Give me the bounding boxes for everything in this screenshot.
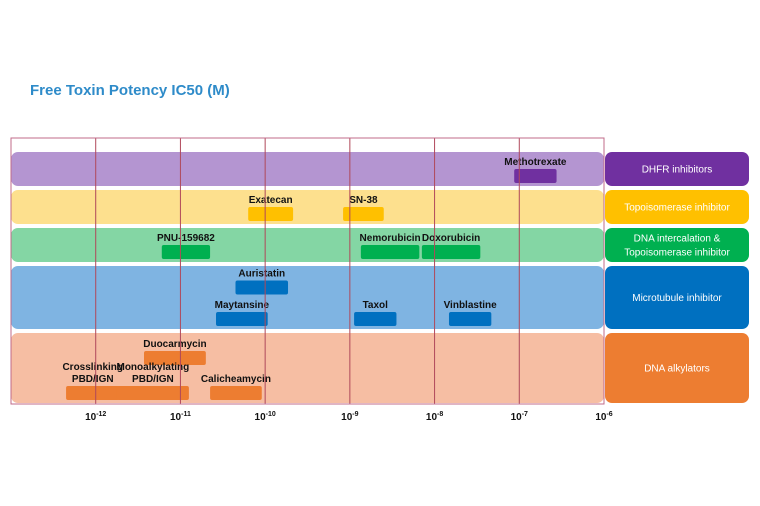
toxin-range-bar: [66, 386, 120, 400]
toxin-label: Crosslinking: [62, 362, 123, 373]
toxin-label: Maytansine: [215, 300, 270, 311]
category-label: DNA intercalation &: [634, 234, 721, 245]
toxin-label: PBD/IGN: [72, 374, 114, 385]
toxin-label: Vinblastine: [444, 300, 498, 311]
toxin-label: Auristatin: [238, 269, 285, 280]
toxin-label: Doxorubicin: [422, 233, 480, 244]
toxin-label: Methotrexate: [504, 157, 567, 168]
category-label-box: [605, 333, 749, 403]
x-tick-label: 10-10: [255, 411, 276, 423]
toxin-label: Calicheamycin: [201, 374, 271, 385]
toxin-label: Duocarmycin: [143, 339, 206, 350]
category-band: [11, 190, 604, 224]
x-tick-label: 10-12: [85, 411, 106, 423]
toxin-range-bar: [144, 351, 206, 365]
category-band: [11, 152, 604, 186]
chart-title: Free Toxin Potency IC50 (M): [30, 82, 230, 99]
toxin-range-bar: [354, 312, 397, 326]
toxin-label: SN-38: [349, 195, 378, 206]
toxin-range-bar: [161, 245, 211, 259]
toxin-label: Taxol: [363, 300, 389, 311]
toxin-range-bar: [210, 386, 262, 400]
category-band: [11, 228, 604, 262]
toxin-range-bar: [116, 386, 189, 400]
toxin-range-bar: [421, 245, 481, 259]
toxin-range-bar: [216, 312, 268, 326]
toxin-range-bar: [360, 245, 420, 259]
toxin-range-bar: [343, 207, 384, 221]
toxin-range-bar: [448, 312, 492, 326]
category-label-box: [605, 190, 749, 224]
toxin-range-bar: [235, 280, 289, 295]
toxin-label: PBD/IGN: [132, 374, 174, 385]
category-label-box: [605, 266, 749, 329]
toxin-range-bar: [248, 207, 294, 221]
toxin-range-bar: [514, 169, 557, 183]
category-label-box: [605, 228, 749, 262]
category-label-box: [605, 152, 749, 186]
category-label: Topoisomerase inhibitor: [624, 248, 730, 259]
x-tick-label: 10-7: [511, 411, 528, 423]
category-label: Microtubule inhibitor: [632, 293, 722, 304]
category-band: [11, 266, 604, 329]
toxin-label: PNU-159682: [157, 233, 215, 244]
category-band: [11, 333, 604, 403]
plot-frame: [10, 137, 605, 405]
toxin-label: Nemorubicin: [360, 233, 421, 244]
x-tick-label: 10-8: [426, 411, 443, 423]
x-tick-label: 10-6: [595, 411, 612, 423]
x-tick-label: 10-9: [341, 411, 358, 423]
toxin-label: Monoalkylating: [116, 362, 189, 373]
x-tick-label: 10-11: [170, 411, 191, 423]
category-label: Topoisomerase inhibitor: [624, 203, 730, 214]
toxin-label: Exatecan: [249, 195, 293, 206]
category-label: DHFR inhibitors: [642, 165, 713, 176]
category-label: DNA alkylators: [644, 364, 710, 375]
